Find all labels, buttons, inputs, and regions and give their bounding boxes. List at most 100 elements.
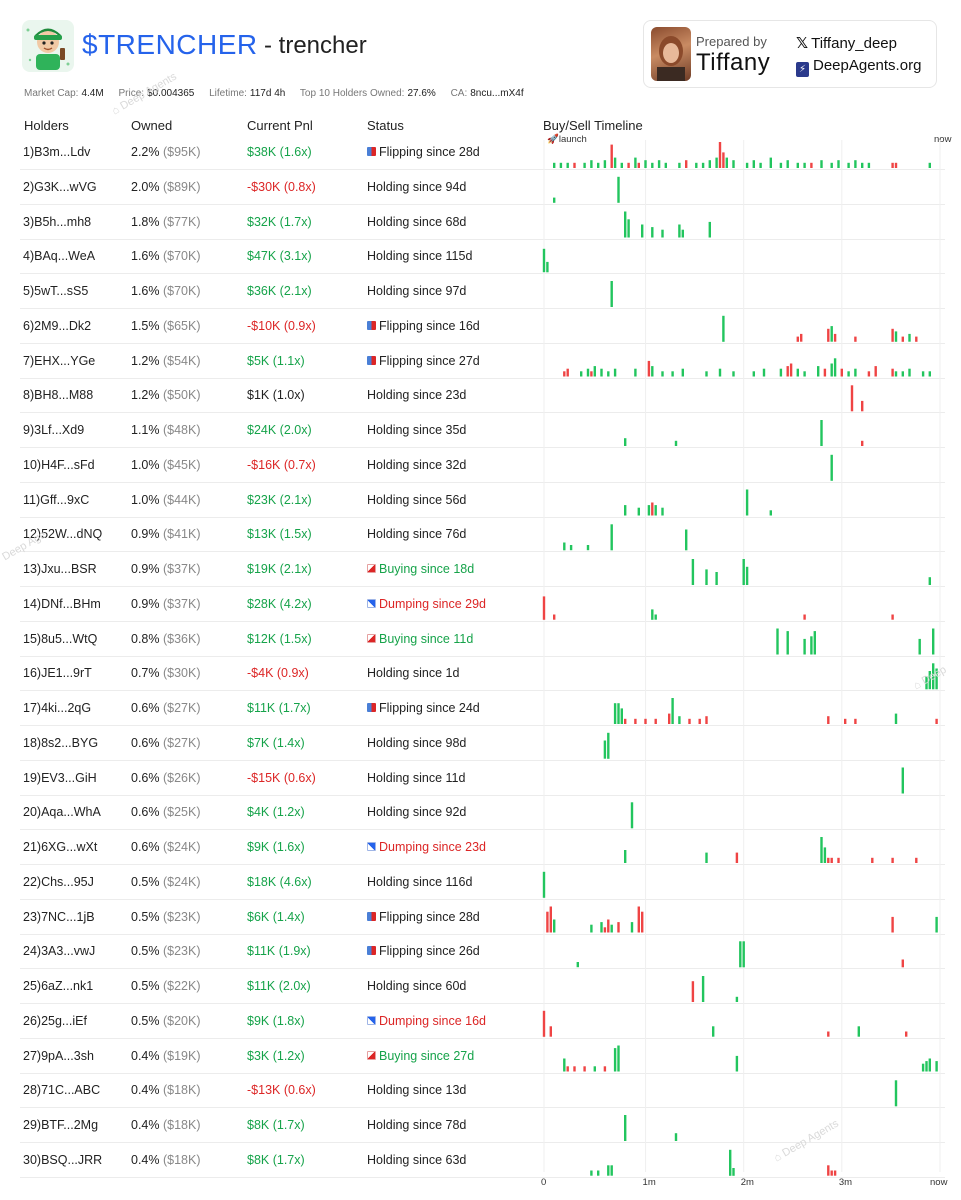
status-text: Holding since 97d	[367, 284, 467, 298]
holder-address[interactable]: 5)5wT...sS5	[23, 283, 88, 299]
table-row[interactable]: 3)B5h...mh8 1.8% ($77K) $32K (1.7x) Holding…	[20, 205, 945, 240]
holder-address[interactable]: 12)52W...dNQ	[23, 526, 102, 542]
status-cell: Holding since 13d	[367, 1082, 466, 1098]
table-row[interactable]: 21)6XG...wXt 0.6% ($24K) $9K (1.6x) Dumping…	[20, 830, 945, 865]
table-row[interactable]: 16)JE1...9rT 0.7% ($30K) -$4K (0.9x) Holdin…	[20, 656, 945, 692]
col-header-pnl: Current Pnl	[247, 118, 313, 133]
holder-address[interactable]: 28)71C...ABC	[23, 1082, 100, 1098]
table-row[interactable]: 24)3A3...vwJ 0.5% ($23K) $11K (1.9x) Flippi…	[20, 934, 945, 970]
holder-address[interactable]: 25)6aZ...nk1	[23, 978, 93, 994]
status-text: Flipping since 28d	[379, 909, 480, 924]
owned-cell: 0.4% ($18K)	[131, 1117, 201, 1133]
table-row[interactable]: 11)Gff...9xC 1.0% ($44K) $23K (2.1x) Holdin…	[20, 483, 945, 518]
holder-address[interactable]: 11)Gff...9xC	[23, 492, 89, 508]
table-row[interactable]: 10)H4F...sFd 1.0% ($45K) -$16K (0.7x) Holdi…	[20, 448, 945, 483]
status-text: Holding since 60d	[367, 979, 467, 993]
status-cell: Holding since 92d	[367, 804, 466, 820]
owned-percent: 0.7%	[131, 666, 160, 681]
holder-address[interactable]: 3)B5h...mh8	[23, 214, 91, 230]
table-row[interactable]: 18)8s2...BYG 0.6% ($27K) $7K (1.4x) Holding…	[20, 726, 945, 761]
holder-addr: 7NC...1jB	[41, 909, 95, 924]
holder-addr: BH8...M88	[34, 388, 94, 403]
holder-address[interactable]: 29)BTF...2Mg	[23, 1117, 98, 1133]
table-row[interactable]: 26)25g...iEf 0.5% ($20K) $9K (1.8x) Dumping…	[20, 1004, 945, 1039]
holder-address[interactable]: 24)3A3...vwJ	[23, 943, 95, 959]
holder-address[interactable]: 26)25g...iEf	[23, 1013, 87, 1029]
table-row[interactable]: 30)BSQ...JRR 0.4% ($18K) $8K (1.7x) Holding…	[20, 1143, 945, 1178]
table-row[interactable]: 1)B3m...Ldv 2.2% ($95K) $38K (1.6x) Flippin…	[20, 135, 945, 170]
table-row[interactable]: 23)7NC...1jB 0.5% ($23K) $6K (1.4x) Flippin…	[20, 900, 945, 935]
current-pnl: $28K (4.2x)	[247, 596, 312, 611]
table-row[interactable]: 9)3Lf...Xd9 1.1% ($48K) $24K (2.0x) Holding…	[20, 413, 945, 448]
table-row[interactable]: 14)DNf...BHm 0.9% ($37K) $28K (4.2x) Dumpin…	[20, 587, 945, 622]
table-row[interactable]: 28)71C...ABC 0.4% ($18K) -$13K (0.6x) Holdi…	[20, 1073, 945, 1109]
status-cell: Holding since 63d	[367, 1152, 466, 1168]
owned-cell: 0.6% ($25K)	[131, 804, 201, 820]
holder-address[interactable]: 6)2M9...Dk2	[23, 318, 91, 334]
table-row[interactable]: 6)2M9...Dk2 1.5% ($65K) -$10K (0.9x) Flippi…	[20, 309, 945, 344]
author-avatar	[651, 27, 691, 81]
holder-address[interactable]: 13)Jxu...BSR	[23, 561, 97, 577]
holder-address[interactable]: 17)4ki...2qG	[23, 700, 91, 716]
owned-usd: ($26K)	[162, 770, 201, 785]
table-row[interactable]: 29)BTF...2Mg 0.4% ($18K) $8K (1.7x) Holding…	[20, 1108, 945, 1143]
holder-address[interactable]: 22)Chs...95J	[23, 874, 94, 890]
holder-addr: JE1...9rT	[41, 666, 92, 681]
status-text: Holding since 11d	[367, 770, 466, 785]
holder-address[interactable]: 14)DNf...BHm	[23, 596, 101, 612]
current-pnl: $11K (1.9x)	[247, 944, 311, 959]
owned-usd: ($50K)	[162, 388, 201, 403]
site-link[interactable]: ⚡ DeepAgents.org	[796, 57, 921, 77]
table-row[interactable]: 27)9pA...3sh 0.4% ($19K) $3K (1.2x) Buying …	[20, 1039, 945, 1074]
holder-address[interactable]: 27)9pA...3sh	[23, 1048, 94, 1064]
status-text: Flipping since 16d	[379, 318, 480, 333]
holder-address[interactable]: 1)B3m...Ldv	[23, 144, 90, 160]
status-cell: Holding since 11d	[367, 770, 465, 786]
holder-address[interactable]: 21)6XG...wXt	[23, 839, 97, 855]
current-pnl: $4K (1.2x)	[247, 805, 305, 820]
table-row[interactable]: 15)8u5...WtQ 0.8% ($36K) $12K (1.5x) Buying…	[20, 622, 945, 657]
holder-address[interactable]: 18)8s2...BYG	[23, 735, 98, 751]
holder-address[interactable]: 15)8u5...WtQ	[23, 631, 97, 647]
table-row[interactable]: 7)EHX...YGe 1.2% ($54K) $5K (1.1x) Flipping…	[20, 344, 945, 379]
current-pnl: $7K (1.4x)	[247, 735, 305, 750]
table-row[interactable]: 5)5wT...sS5 1.6% ($70K) $36K (2.1x) Holding…	[20, 274, 945, 309]
holder-addr: 71C...ABC	[41, 1083, 101, 1098]
holder-address[interactable]: 23)7NC...1jB	[23, 909, 95, 925]
table-row[interactable]: 20)Aqa...WhA 0.6% ($25K) $4K (1.2x) Holding…	[20, 795, 945, 831]
table-row[interactable]: 17)4ki...2qG 0.6% ($27K) $11K (1.7x) Flippi…	[20, 691, 945, 726]
current-pnl: $5K (1.1x)	[247, 353, 305, 368]
table-row[interactable]: 19)EV3...GiH 0.6% ($26K) -$15K (0.6x) Holdi…	[20, 761, 945, 796]
holder-address[interactable]: 20)Aqa...WhA	[23, 804, 101, 820]
holder-address[interactable]: 10)H4F...sFd	[23, 457, 95, 473]
table-row[interactable]: 4)BAq...WeA 1.6% ($70K) $47K (3.1x) Holding…	[20, 239, 945, 275]
holder-rank: 10)	[23, 457, 42, 472]
x-handle-link[interactable]: 𝕏 Tiffany_deep	[796, 34, 897, 52]
holder-address[interactable]: 19)EV3...GiH	[23, 770, 97, 786]
table-row[interactable]: 12)52W...dNQ 0.9% ($41K) $13K (1.5x) Holdin…	[20, 517, 945, 553]
holder-address[interactable]: 7)EHX...YGe	[23, 353, 95, 369]
owned-percent: 0.6%	[131, 735, 160, 750]
table-row[interactable]: 8)BH8...M88 1.2% ($50K) $1K (1.0x) Holding …	[20, 378, 945, 414]
holder-address[interactable]: 9)3Lf...Xd9	[23, 422, 84, 438]
lifetime-label: Lifetime:	[209, 88, 247, 99]
status-text: Buying since 27d	[379, 1048, 475, 1063]
holder-rank: 28)	[23, 1083, 42, 1098]
holder-addr: 6XG...wXt	[41, 840, 98, 854]
table-row[interactable]: 13)Jxu...BSR 0.9% ($37K) $19K (2.1x) Buying…	[20, 552, 945, 587]
status-cell: Holding since 115d	[367, 248, 472, 264]
holder-address[interactable]: 2)G3K...wVG	[23, 179, 97, 195]
owned-usd: ($22K)	[162, 979, 201, 993]
table-row[interactable]: 25)6aZ...nk1 0.5% ($22K) $11K (2.0x) Holdin…	[20, 969, 945, 1004]
holder-address[interactable]: 16)JE1...9rT	[23, 665, 92, 681]
holder-address[interactable]: 4)BAq...WeA	[23, 248, 95, 264]
holder-address[interactable]: 8)BH8...M88	[23, 387, 93, 403]
table-row[interactable]: 22)Chs...95J 0.5% ($24K) $18K (4.6x) Holdin…	[20, 865, 945, 900]
holder-addr: BAq...WeA	[34, 249, 96, 264]
holder-addr: 8u5...WtQ	[41, 631, 98, 646]
owned-percent: 2.2%	[131, 145, 160, 159]
status-text: Holding since 1d	[367, 666, 460, 681]
holder-address[interactable]: 30)BSQ...JRR	[23, 1152, 102, 1168]
table-row[interactable]: 2)G3K...wVG 2.0% ($89K) -$30K (0.8x) Holdin…	[20, 170, 945, 205]
owned-percent: 0.9%	[131, 527, 160, 542]
